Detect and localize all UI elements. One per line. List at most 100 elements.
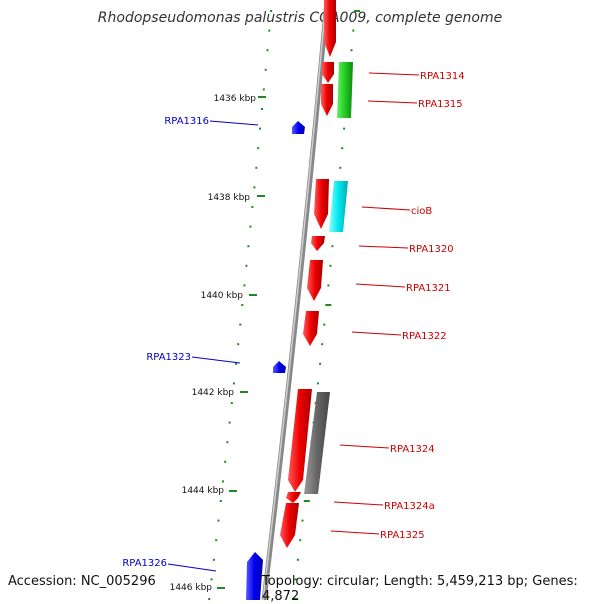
minor-tick: [228, 421, 231, 424]
minor-tick: [331, 245, 334, 248]
kbp-tick-1444: 1444 kbp: [182, 486, 237, 496]
svg-text:RPA1322: RPA1322: [402, 331, 447, 342]
svg-text:RPA1315: RPA1315: [418, 99, 463, 110]
minor-tick: [241, 304, 244, 306]
minor-tick: [226, 441, 229, 444]
minor-tick: [316, 382, 319, 385]
minor-tick: [268, 29, 271, 32]
feature-block-cyan[interactable]: [329, 181, 348, 232]
gene-arrow-top[interactable]: [324, 0, 336, 57]
gene-label-rpa1322[interactable]: RPA1322: [351, 331, 447, 342]
tick-label: 1444 kbp: [182, 486, 225, 496]
gene-label-ciob[interactable]: cioB: [361, 206, 432, 217]
minor-tick: [270, 10, 273, 12]
gene-arrow-rpa1322[interactable]: [303, 311, 319, 346]
minor-tick: [341, 147, 344, 150]
minor-tick: [257, 147, 260, 150]
svg-text:RPA1321: RPA1321: [406, 283, 451, 294]
minor-tick: [251, 206, 254, 208]
gene-arrow-rpa1316[interactable]: [292, 121, 305, 134]
gene-label-rpa1324a[interactable]: RPA1324a: [333, 501, 435, 512]
gene-arrow-rpa1320[interactable]: [311, 236, 325, 251]
minor-tick: [325, 304, 332, 306]
gene-arrow-rpa1324[interactable]: [288, 389, 312, 492]
feature-block-green[interactable]: [337, 62, 353, 118]
minor-tick: [262, 88, 265, 91]
minor-tick: [232, 382, 235, 385]
minor-tick: [296, 558, 299, 561]
minor-tick: [259, 127, 262, 130]
gene-label-rpa1316[interactable]: RPA1316: [164, 116, 259, 127]
minor-tick: [352, 29, 355, 32]
minor-tick: [249, 225, 252, 228]
svg-text:RPA1316: RPA1316: [164, 116, 209, 127]
minor-tick: [319, 362, 322, 365]
svg-text:RPA1323: RPA1323: [146, 352, 191, 363]
minor-tick: [266, 49, 269, 52]
gene-label-rpa1315[interactable]: RPA1315: [367, 99, 463, 110]
minor-tick: [253, 186, 256, 189]
gene-arrow-ciob[interactable]: [314, 179, 329, 229]
minor-tick: [294, 578, 297, 581]
minor-tick: [208, 598, 211, 600]
accession-label: Accession: NC_005296: [8, 574, 156, 589]
svg-text:RPA1326: RPA1326: [122, 558, 167, 569]
gene-label-rpa1321[interactable]: RPA1321: [355, 283, 451, 294]
minor-tick: [215, 539, 218, 542]
minor-tick: [303, 500, 310, 502]
kbp-tick-1438: 1438 kbp: [208, 193, 265, 203]
minor-tick: [222, 480, 224, 483]
svg-text:RPA1314: RPA1314: [420, 71, 465, 82]
gene-arrow-rpa1323[interactable]: [273, 361, 286, 373]
minor-tick: [224, 460, 227, 463]
gene-label-rpa1320[interactable]: RPA1320: [358, 244, 454, 255]
kbp-tick-1440: 1440 kbp: [201, 291, 257, 301]
gene-arrow-rpa1321[interactable]: [307, 260, 323, 301]
minor-tick: [327, 284, 330, 287]
minor-tick: [210, 578, 213, 581]
tick-label: 1446 kbp: [170, 583, 213, 593]
gene-arrow-rpa1324a[interactable]: [286, 492, 301, 503]
kbp-tick-1436: 1436 kbp: [214, 94, 266, 104]
gene-label-rpa1323[interactable]: RPA1323: [146, 352, 241, 364]
minor-tick: [354, 10, 361, 12]
feature-block-gray[interactable]: [304, 392, 330, 494]
tick-label: 1442 kbp: [192, 388, 235, 398]
svg-text:cioB: cioB: [411, 206, 432, 217]
kbp-tick-1442: 1442 kbp: [192, 388, 248, 398]
minor-tick: [219, 500, 222, 502]
gene-label-rpa1324[interactable]: RPA1324: [339, 444, 435, 455]
gene-arrow-rpa1326[interactable]: [246, 552, 263, 600]
gene-arrow-rpa1314[interactable]: [322, 62, 334, 83]
minor-tick: [292, 598, 299, 600]
genome-backbone: [261, 0, 330, 600]
page-title: Rhodopseudomonas palustris CGA009, compl…: [97, 10, 503, 26]
gene-arrow-rpa1315[interactable]: [321, 84, 333, 116]
genome-backbone-highlight: [262, 0, 327, 600]
minor-tick: [245, 264, 248, 267]
minor-tick: [247, 245, 250, 248]
minor-tick: [235, 362, 238, 365]
tick-label: 1436 kbp: [214, 94, 257, 104]
tick-label: 1438 kbp: [208, 193, 251, 203]
minor-tick: [323, 323, 326, 326]
minor-tick: [237, 343, 240, 346]
minor-tick: [255, 166, 258, 169]
minor-tick: [350, 49, 353, 52]
minor-tick: [321, 343, 324, 346]
gene-label-rpa1314[interactable]: RPA1314: [368, 71, 465, 82]
gene-label-rpa1325[interactable]: RPA1325: [330, 530, 425, 541]
svg-text:RPA1324a: RPA1324a: [384, 501, 435, 512]
minor-tick: [343, 127, 346, 130]
minor-tick: [243, 284, 246, 287]
kbp-tick-1446: 1446 kbp: [170, 583, 225, 593]
minor-tick: [230, 402, 233, 404]
svg-text:RPA1324: RPA1324: [390, 444, 435, 455]
minor-tick: [264, 68, 267, 71]
svg-text:RPA1325: RPA1325: [380, 530, 425, 541]
minor-tick: [299, 539, 302, 542]
minor-tick: [329, 264, 332, 267]
gene-arrow-rpa1325[interactable]: [280, 503, 299, 548]
gene-label-rpa1326[interactable]: RPA1326: [122, 558, 217, 572]
